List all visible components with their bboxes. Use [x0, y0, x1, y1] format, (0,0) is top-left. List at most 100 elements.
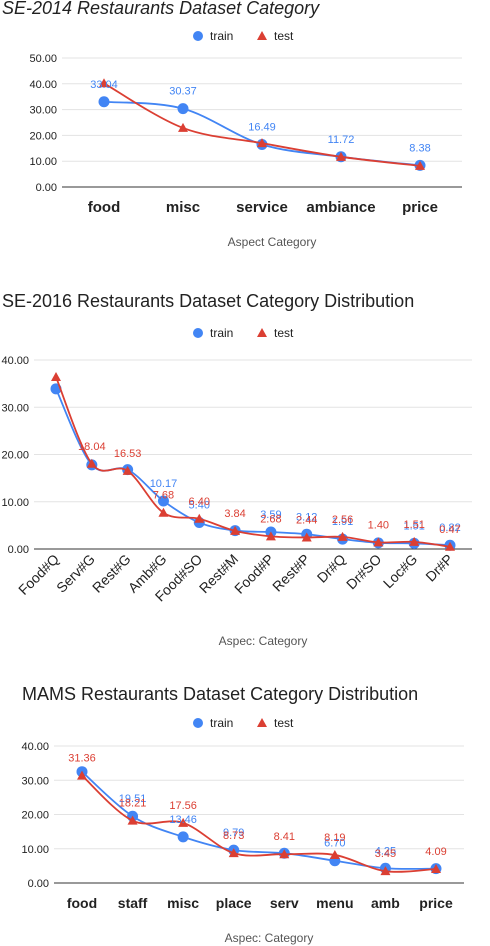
y-tick-label: 40.00 [21, 741, 49, 753]
data-label-train: 3.59 [260, 509, 281, 521]
point-train [98, 96, 110, 108]
data-label-train: 4.25 [375, 845, 396, 857]
point-test [431, 863, 441, 873]
y-tick-label: 30.00 [1, 402, 29, 414]
y-tick-label: 30.00 [21, 775, 49, 787]
point-train [157, 495, 169, 507]
x-tick-label: Dr#P [422, 551, 456, 585]
data-label-test: 18.21 [119, 798, 147, 810]
x-tick-label: serv [270, 895, 299, 911]
legend-train-marker [193, 31, 203, 41]
y-tick-label: 20.00 [29, 130, 57, 142]
y-tick-label: 40.00 [29, 79, 57, 91]
data-label-test: 0.47 [439, 524, 460, 536]
legend-test-marker [257, 718, 267, 727]
chart-title: SE-2014 Restaurants Dataset Category [2, 0, 320, 18]
chart-se2014-plot: 0.00 10.00 20.00 30.00 40.00 50.00 food misc ser… [29, 29, 462, 249]
point-train [177, 103, 189, 115]
chart-se2016: SE-2016 Restaurants Dataset Category Dis… [0, 282, 490, 652]
y-tick-label: 0.00 [8, 544, 29, 556]
y-tick-label: 10.00 [21, 844, 49, 856]
point-test [265, 531, 276, 541]
legend-test-marker [257, 31, 267, 40]
x-axis-label: Aspect Category [228, 235, 317, 249]
legend: train test [193, 326, 294, 340]
data-label-train: 9.79 [223, 827, 244, 839]
data-label-train: 0.82 [439, 522, 460, 534]
x-tick-label: service [236, 199, 288, 216]
x-tick-label: Loc#G [380, 551, 420, 591]
data-label-test: 16.53 [114, 448, 142, 460]
data-label-test: 2.68 [260, 513, 281, 525]
point-train [177, 831, 189, 843]
data-label-train: 10.17 [150, 478, 178, 490]
data-label-test: 31.36 [68, 753, 96, 765]
y-tick-label: 10.00 [1, 497, 29, 509]
data-label-test: 8.73 [223, 830, 244, 842]
legend: train test [193, 29, 294, 43]
point-test [99, 78, 109, 88]
x-tick-label: Food#P [231, 551, 277, 597]
point-test [51, 372, 61, 382]
data-label-test: 6.40 [189, 496, 210, 508]
data-label-test: 4.09 [425, 846, 446, 858]
data-label-test: 17.56 [169, 800, 197, 812]
data-label-test: 2.56 [332, 514, 353, 526]
point-test [228, 848, 239, 858]
x-tick-label: price [419, 895, 453, 911]
y-tick-label: 20.00 [21, 810, 49, 822]
data-label-test: 1.40 [368, 519, 389, 531]
data-label-train: 3.12 [296, 511, 317, 523]
data-label-train: 5.40 [189, 500, 210, 512]
x-tick-label: misc [166, 199, 200, 216]
x-tick-label: food [88, 199, 120, 216]
legend-train-marker [193, 328, 203, 338]
data-label-train: 33.04 [90, 79, 118, 91]
legend-train-label: train [210, 326, 233, 340]
x-tick-label: staff [118, 895, 148, 911]
point-test [337, 531, 348, 541]
point-test [230, 525, 241, 535]
x-tick-label: Food#Q [15, 551, 62, 598]
point-test [380, 866, 391, 876]
legend-train-label: train [210, 716, 233, 730]
x-tick-label: Rest#G [89, 551, 134, 596]
point-test [257, 138, 267, 148]
data-label-train: 6.70 [324, 838, 345, 850]
y-tick-label: 30.00 [29, 105, 57, 117]
x-tick-label: place [216, 895, 252, 911]
data-label-train: 1.91 [332, 516, 353, 528]
y-tick-label: 40.00 [1, 355, 29, 367]
legend-train-marker [193, 718, 203, 728]
point-test [122, 465, 133, 475]
x-tick-label: Rest#P [269, 551, 313, 595]
y-tick-label: 0.00 [36, 182, 57, 194]
x-tick-label: ambiance [306, 199, 375, 216]
data-label-train: 13.46 [169, 814, 197, 826]
point-test [373, 537, 384, 547]
chart-mams: MAMS Restaurants Dataset Category Distri… [0, 676, 490, 946]
x-tick-label: price [402, 199, 438, 216]
data-label-train: 30.37 [169, 86, 197, 98]
point-test [127, 815, 138, 825]
data-label-test: 2.44 [296, 514, 317, 526]
point-test [336, 151, 346, 161]
data-label-test: 18.04 [78, 441, 106, 453]
point-test [445, 541, 455, 551]
point-test [158, 507, 169, 517]
x-axis-label: Aspec: Category [225, 931, 314, 945]
legend-train-label: train [210, 29, 233, 43]
legend-test-label: test [274, 716, 294, 730]
series-test-line [55, 376, 451, 548]
chart-title: SE-2016 Restaurants Dataset Category Dis… [2, 291, 415, 311]
point-test [279, 849, 290, 859]
point-test [409, 536, 420, 546]
legend: train test [193, 716, 294, 730]
point-test [194, 513, 205, 523]
chart-se2014: SE-2014 Restaurants Dataset Category 0.0… [0, 0, 490, 262]
y-tick-label: 20.00 [1, 450, 29, 462]
x-tick-label: food [67, 895, 97, 911]
legend-test-marker [257, 328, 267, 337]
data-label-test: 8.19 [324, 832, 345, 844]
y-tick-label: 50.00 [29, 53, 57, 65]
